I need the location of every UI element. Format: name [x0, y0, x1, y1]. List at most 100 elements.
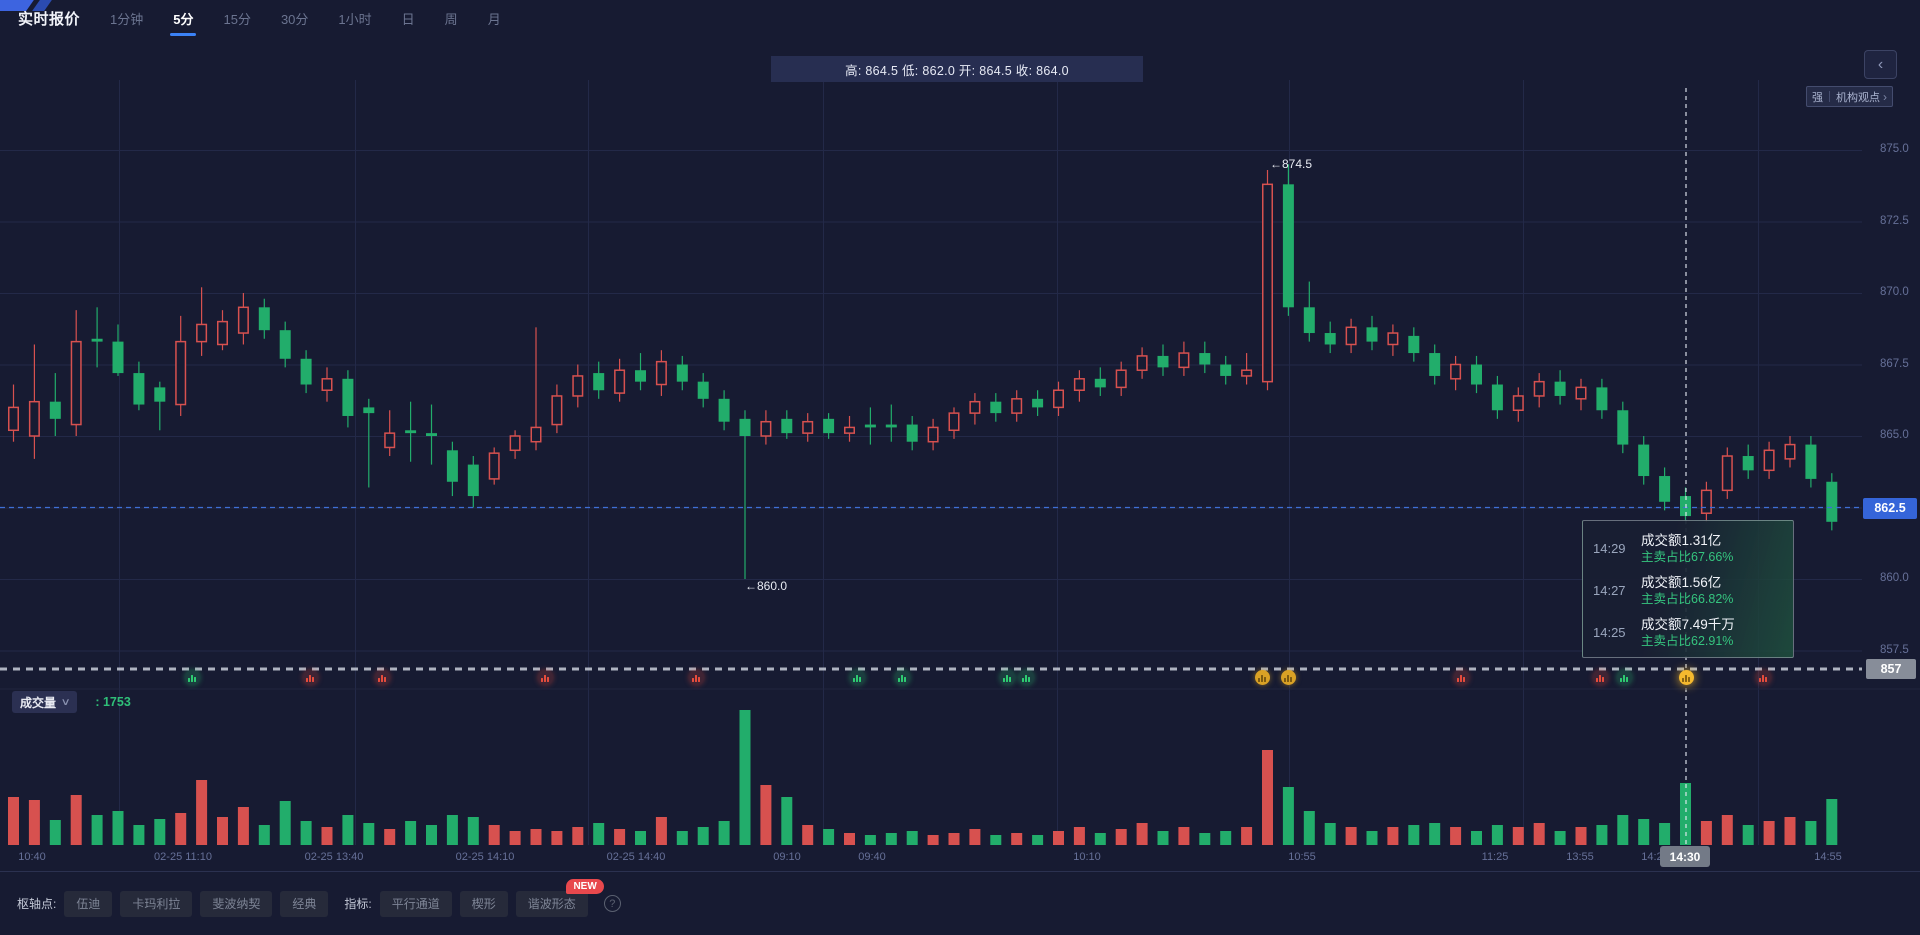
candle-body[interactable] — [1282, 184, 1294, 308]
volume-bar[interactable] — [300, 821, 312, 845]
tab-1分钟[interactable]: 1分钟 — [110, 11, 144, 27]
volume-bar[interactable] — [112, 811, 124, 845]
tab-月[interactable]: 月 — [487, 11, 501, 27]
volume-bar[interactable] — [237, 807, 249, 845]
volume-bar[interactable] — [154, 819, 166, 845]
volume-bar[interactable] — [1345, 827, 1357, 845]
candle-body[interactable] — [781, 418, 793, 434]
volume-bar[interactable] — [1241, 827, 1253, 845]
volume-bar[interactable] — [1220, 831, 1232, 845]
candle-body[interactable] — [237, 306, 249, 334]
candle-body[interactable] — [1763, 449, 1775, 472]
candle-body[interactable] — [363, 407, 375, 414]
event-signal-icon[interactable] — [1254, 670, 1270, 685]
org-view-group[interactable]: 强 机构观点 › — [1806, 86, 1893, 107]
volume-bar[interactable] — [1533, 823, 1545, 845]
candle-body[interactable] — [217, 320, 228, 346]
sell-signal-icon[interactable] — [302, 670, 318, 685]
sell-signal-icon[interactable] — [374, 670, 390, 685]
volume-bar[interactable] — [551, 831, 563, 845]
volume-bar[interactable] — [488, 825, 500, 845]
volume-bar[interactable] — [363, 823, 375, 845]
buy-signal-icon[interactable] — [1616, 670, 1632, 685]
tab-1小时[interactable]: 1小时 — [338, 11, 372, 27]
volume-bar[interactable] — [1805, 821, 1817, 845]
candle-body[interactable] — [1094, 378, 1106, 388]
candle-body[interactable] — [1826, 481, 1838, 522]
volume-bar[interactable] — [28, 800, 40, 845]
volume-bar[interactable] — [279, 801, 291, 845]
candle-body[interactable] — [1115, 369, 1127, 389]
candle-body[interactable] — [8, 406, 19, 432]
volume-bar[interactable] — [823, 829, 835, 845]
sell-signal-icon[interactable] — [537, 670, 553, 685]
event-signal-icon[interactable] — [1678, 670, 1694, 685]
volume-bar[interactable] — [446, 815, 458, 845]
buy-signal-icon[interactable] — [1018, 670, 1034, 685]
volume-bar[interactable] — [1178, 827, 1190, 845]
candle-body[interactable] — [1721, 455, 1733, 492]
candle-body[interactable] — [739, 418, 751, 436]
candle-body[interactable] — [1387, 332, 1399, 346]
candle-body[interactable] — [655, 360, 667, 386]
buy-signal-icon[interactable] — [894, 670, 910, 685]
candle-body[interactable] — [844, 426, 855, 434]
candle-body[interactable] — [1617, 410, 1629, 445]
volume-bar[interactable] — [8, 797, 19, 845]
volume-bar[interactable] — [948, 833, 960, 845]
candle-body[interactable] — [1303, 307, 1315, 334]
candle-body[interactable] — [593, 373, 605, 391]
candle-body[interactable] — [1032, 398, 1044, 408]
volume-bar[interactable] — [175, 813, 187, 845]
candle-body[interactable] — [697, 381, 709, 399]
candle-body[interactable] — [1554, 381, 1566, 396]
candle-body[interactable] — [864, 424, 876, 428]
candle-body[interactable] — [258, 307, 270, 331]
candle-body[interactable] — [1429, 353, 1441, 376]
buy-signal-icon[interactable] — [184, 670, 200, 685]
volume-bar[interactable] — [635, 831, 646, 845]
candle-body[interactable] — [635, 370, 646, 382]
sell-signal-icon[interactable] — [1453, 670, 1469, 685]
candle-body[interactable] — [823, 418, 835, 434]
indicator-button-楔形[interactable]: 楔形 — [459, 890, 508, 917]
pivot-button-伍迪[interactable]: 伍迪 — [64, 890, 113, 917]
candle-body[interactable] — [405, 430, 417, 434]
tab-5分[interactable]: 5分 — [171, 0, 195, 37]
candle-body[interactable] — [1471, 364, 1482, 385]
volume-bar[interactable] — [1282, 787, 1294, 845]
volume-bar[interactable] — [1742, 825, 1754, 845]
candle-body[interactable] — [1533, 380, 1545, 397]
candle-body[interactable] — [1178, 352, 1190, 369]
volume-bar[interactable] — [1638, 819, 1650, 845]
volume-bar[interactable] — [1575, 827, 1587, 845]
volume-bar[interactable] — [91, 815, 103, 845]
candle-body[interactable] — [906, 424, 918, 442]
volume-indicator-selector[interactable]: 成交量 ∨ — [12, 691, 78, 713]
candle-body[interactable] — [133, 373, 145, 405]
candle-body[interactable] — [1659, 476, 1671, 502]
indicator-button-平行通道[interactable]: 平行通道 — [379, 890, 452, 917]
volume-bar[interactable] — [1763, 821, 1775, 845]
candle-body[interactable] — [1157, 355, 1169, 368]
candle-body[interactable] — [718, 398, 730, 422]
volume-bar[interactable] — [1073, 827, 1085, 845]
candle-body[interactable] — [990, 401, 1002, 414]
volume-bar[interactable] — [426, 825, 437, 845]
sell-signal-icon[interactable] — [688, 670, 704, 685]
buy-signal-icon[interactable] — [849, 670, 865, 685]
volume-bar[interactable] — [1721, 815, 1733, 845]
candle-body[interactable] — [1491, 384, 1503, 411]
volume-bar[interactable] — [70, 795, 82, 845]
volume-bar[interactable] — [1094, 833, 1106, 845]
candle-body[interactable] — [551, 395, 563, 426]
volume-bar[interactable] — [1366, 831, 1378, 845]
candle-body[interactable] — [802, 420, 814, 434]
volume-bar[interactable] — [1157, 831, 1169, 845]
tab-30分[interactable]: 30分 — [280, 11, 309, 27]
pivot-button-卡玛利拉[interactable]: 卡玛利拉 — [120, 890, 193, 917]
sell-signal-icon[interactable] — [1755, 670, 1771, 685]
volume-bar[interactable] — [927, 835, 939, 845]
candle-body[interactable] — [446, 450, 458, 482]
volume-bar[interactable] — [718, 821, 730, 845]
